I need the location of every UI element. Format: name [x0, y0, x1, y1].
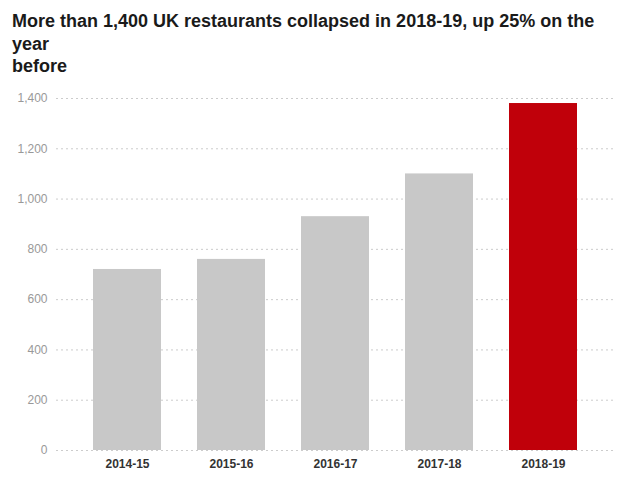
html-text:More than 1,400 UK restaurants: More than 1,400 UK restaurants collapsed…	[12, 11, 595, 76]
svg-text:2014-15: 2014-15	[105, 457, 149, 471]
svg-text:1,000: 1,000	[17, 191, 47, 205]
svg-text:200: 200	[27, 393, 47, 407]
svg-text:2018-19: 2018-19	[521, 457, 565, 471]
svg-text:800: 800	[27, 242, 47, 256]
svg-text:1,200: 1,200	[17, 141, 47, 155]
svg-text:0: 0	[41, 443, 48, 457]
svg-text:400: 400	[27, 342, 47, 356]
svg-text:600: 600	[27, 292, 47, 306]
svg-text:1,400: 1,400	[17, 91, 47, 105]
svg-text:2016-17: 2016-17	[313, 457, 357, 471]
svg-text:2017-18: 2017-18	[417, 457, 461, 471]
svg-text:2015-16: 2015-16	[209, 457, 253, 471]
